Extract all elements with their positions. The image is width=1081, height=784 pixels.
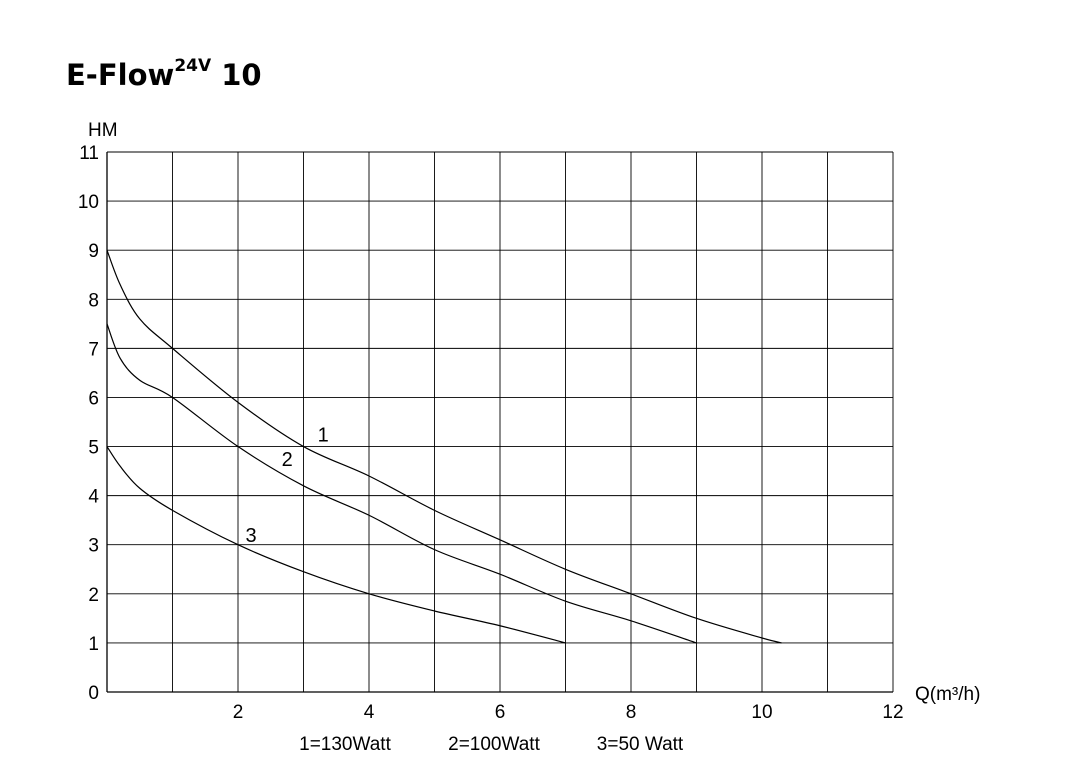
legend-entry: 3=50 Watt (597, 734, 684, 755)
x-axis-label: Q(m³/h) (915, 684, 980, 705)
y-tick-label: 0 (88, 683, 99, 704)
y-tick-label: 9 (88, 241, 99, 262)
y-axis-label: HM (88, 120, 118, 141)
x-tick-label: 10 (751, 702, 772, 723)
series-label-2: 2 (282, 449, 293, 471)
legend-entry: 1=130Watt (299, 734, 391, 755)
y-tick-label: 10 (78, 192, 99, 213)
chart-title-superscript: 24V (174, 56, 212, 77)
y-tick-label: 5 (88, 438, 99, 459)
chart-title: E-Flow24V 10 (66, 56, 262, 92)
x-tick-label: 12 (882, 702, 903, 723)
x-tick-label: 8 (626, 702, 637, 723)
legend-entry: 2=100Watt (448, 734, 540, 755)
x-tick-label: 4 (364, 702, 375, 723)
y-tick-label: 7 (88, 339, 99, 360)
series-label-3: 3 (246, 525, 257, 547)
series-label-1: 1 (318, 424, 329, 446)
chart-title-tail: 10 (211, 58, 262, 92)
series-line-3 (106, 446, 566, 644)
series-line-2 (106, 323, 697, 644)
y-tick-label: 6 (88, 388, 99, 409)
chart-title-main: E-Flow (66, 58, 175, 92)
y-tick-label: 4 (88, 487, 99, 508)
y-tick-label: 8 (88, 290, 99, 311)
y-tick-label: 3 (88, 536, 99, 557)
series-line-1 (106, 249, 782, 644)
y-tick-label: 1 (88, 634, 99, 655)
x-tick-label: 2 (233, 702, 244, 723)
y-tick-label: 2 (88, 585, 99, 606)
x-tick-label: 6 (495, 702, 506, 723)
y-tick-label: 11 (79, 143, 99, 164)
